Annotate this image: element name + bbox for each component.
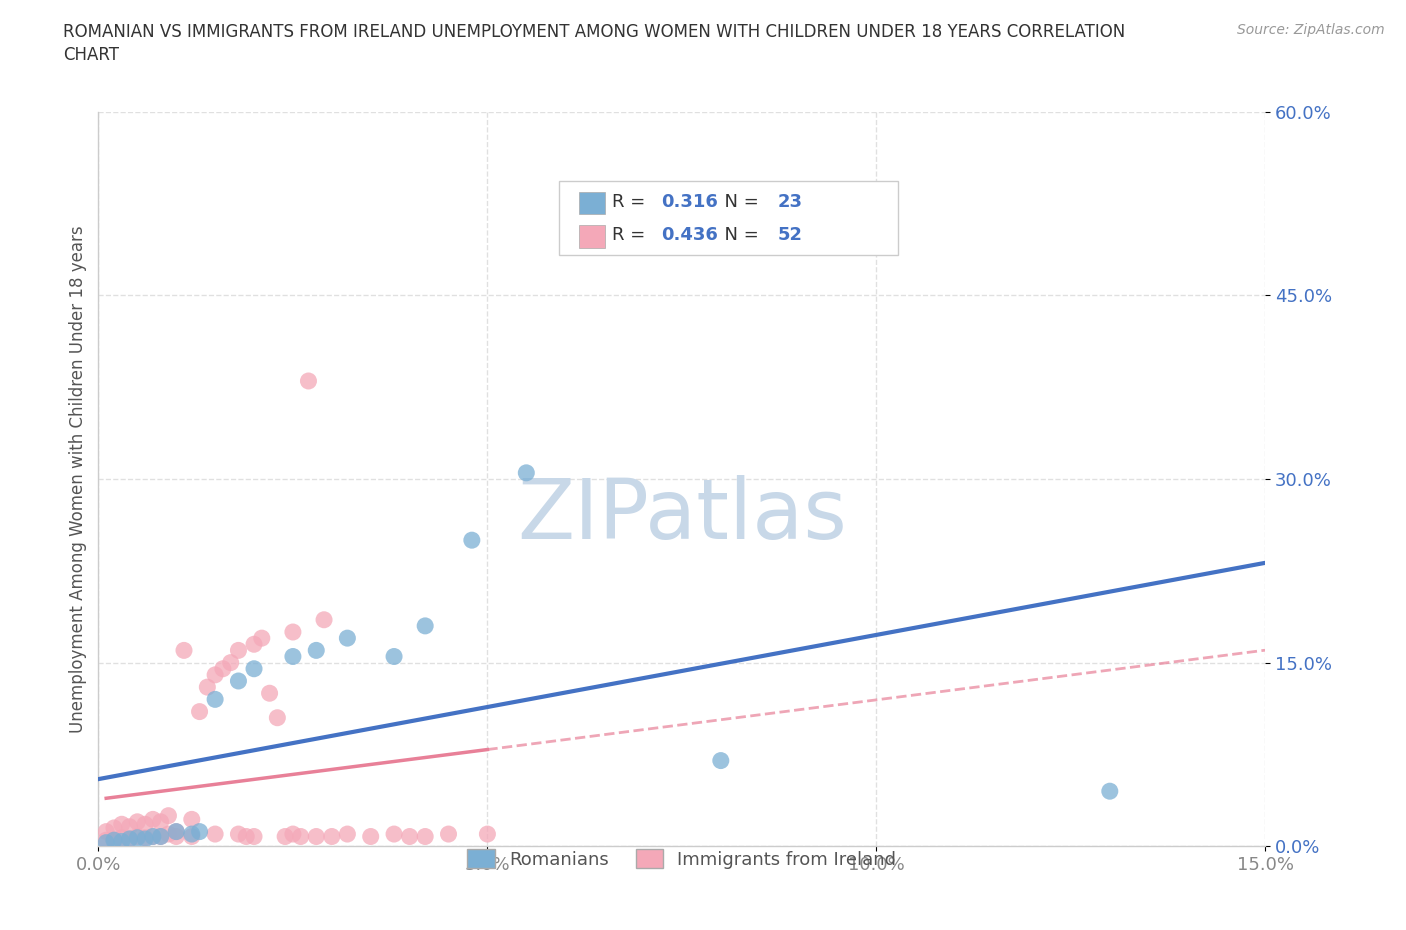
Point [243,661,266,676]
Point [96,835,118,850]
Point [127,815,149,830]
Point [134,831,156,846]
Point [195,680,218,695]
Point [142,829,165,844]
Point [243,637,266,652]
Point [235,829,257,844]
Point [360,829,382,844]
Point [142,829,165,844]
Point [382,649,405,664]
Text: R =: R = [612,226,651,244]
Point [515,465,537,480]
Text: CHART: CHART [63,46,120,64]
Point [134,830,156,845]
Point [173,643,195,658]
Point [336,631,359,645]
Point [204,827,226,842]
Text: 0.436: 0.436 [661,226,718,244]
Point [157,827,180,842]
Point [281,649,304,664]
Text: N =: N = [713,226,765,244]
Point [243,829,266,844]
Point [305,643,328,658]
Point [321,829,343,844]
Point [111,834,134,849]
Point [118,831,141,846]
Point [188,824,211,839]
Point [180,812,202,827]
Point [118,819,141,834]
Point [228,643,250,658]
Point [111,817,134,831]
Point [413,829,436,844]
Point [312,612,335,627]
Point [281,827,304,842]
Text: ZIPatlas: ZIPatlas [517,475,846,556]
Point [103,832,125,847]
Point [290,829,312,844]
Point [274,829,297,844]
Point [710,753,733,768]
Point [111,830,134,845]
Point [204,668,226,683]
FancyBboxPatch shape [560,181,898,255]
Text: N =: N = [713,193,765,210]
Point [1098,784,1121,799]
Text: R =: R = [612,193,651,210]
Y-axis label: Unemployment Among Women with Children Under 18 years: Unemployment Among Women with Children U… [69,225,87,733]
Point [134,817,156,831]
Point [149,829,172,844]
Point [305,829,328,844]
Point [188,704,211,719]
FancyBboxPatch shape [579,225,605,247]
Point [96,832,118,847]
Text: 23: 23 [778,193,803,210]
Point [297,374,319,389]
Legend: Romanians, Immigrants from Ireland: Romanians, Immigrants from Ireland [458,841,905,878]
Point [266,711,288,725]
Point [180,827,202,842]
Point [413,618,436,633]
Text: 52: 52 [778,226,803,244]
Point [103,832,125,847]
Point [219,656,242,671]
Point [127,830,149,845]
Point [461,533,484,548]
Point [212,661,235,676]
Point [118,831,141,846]
Point [165,829,187,844]
Text: Source: ZipAtlas.com: Source: ZipAtlas.com [1237,23,1385,37]
Point [228,827,250,842]
Text: 0.316: 0.316 [661,193,718,210]
Point [382,827,405,842]
Point [228,673,250,688]
Point [96,824,118,839]
Point [103,820,125,835]
Point [180,829,202,844]
Point [149,815,172,830]
Point [204,692,226,707]
Point [165,824,187,839]
Point [336,827,359,842]
Point [250,631,273,645]
Point [149,829,172,844]
Point [259,685,281,700]
Text: ROMANIAN VS IMMIGRANTS FROM IRELAND UNEMPLOYMENT AMONG WOMEN WITH CHILDREN UNDER: ROMANIAN VS IMMIGRANTS FROM IRELAND UNEM… [63,23,1126,41]
Point [142,812,165,827]
Point [437,827,460,842]
Point [477,827,499,842]
FancyBboxPatch shape [579,193,605,215]
Point [398,829,420,844]
Point [157,808,180,823]
Point [127,829,149,844]
Point [165,824,187,839]
Point [281,625,304,640]
